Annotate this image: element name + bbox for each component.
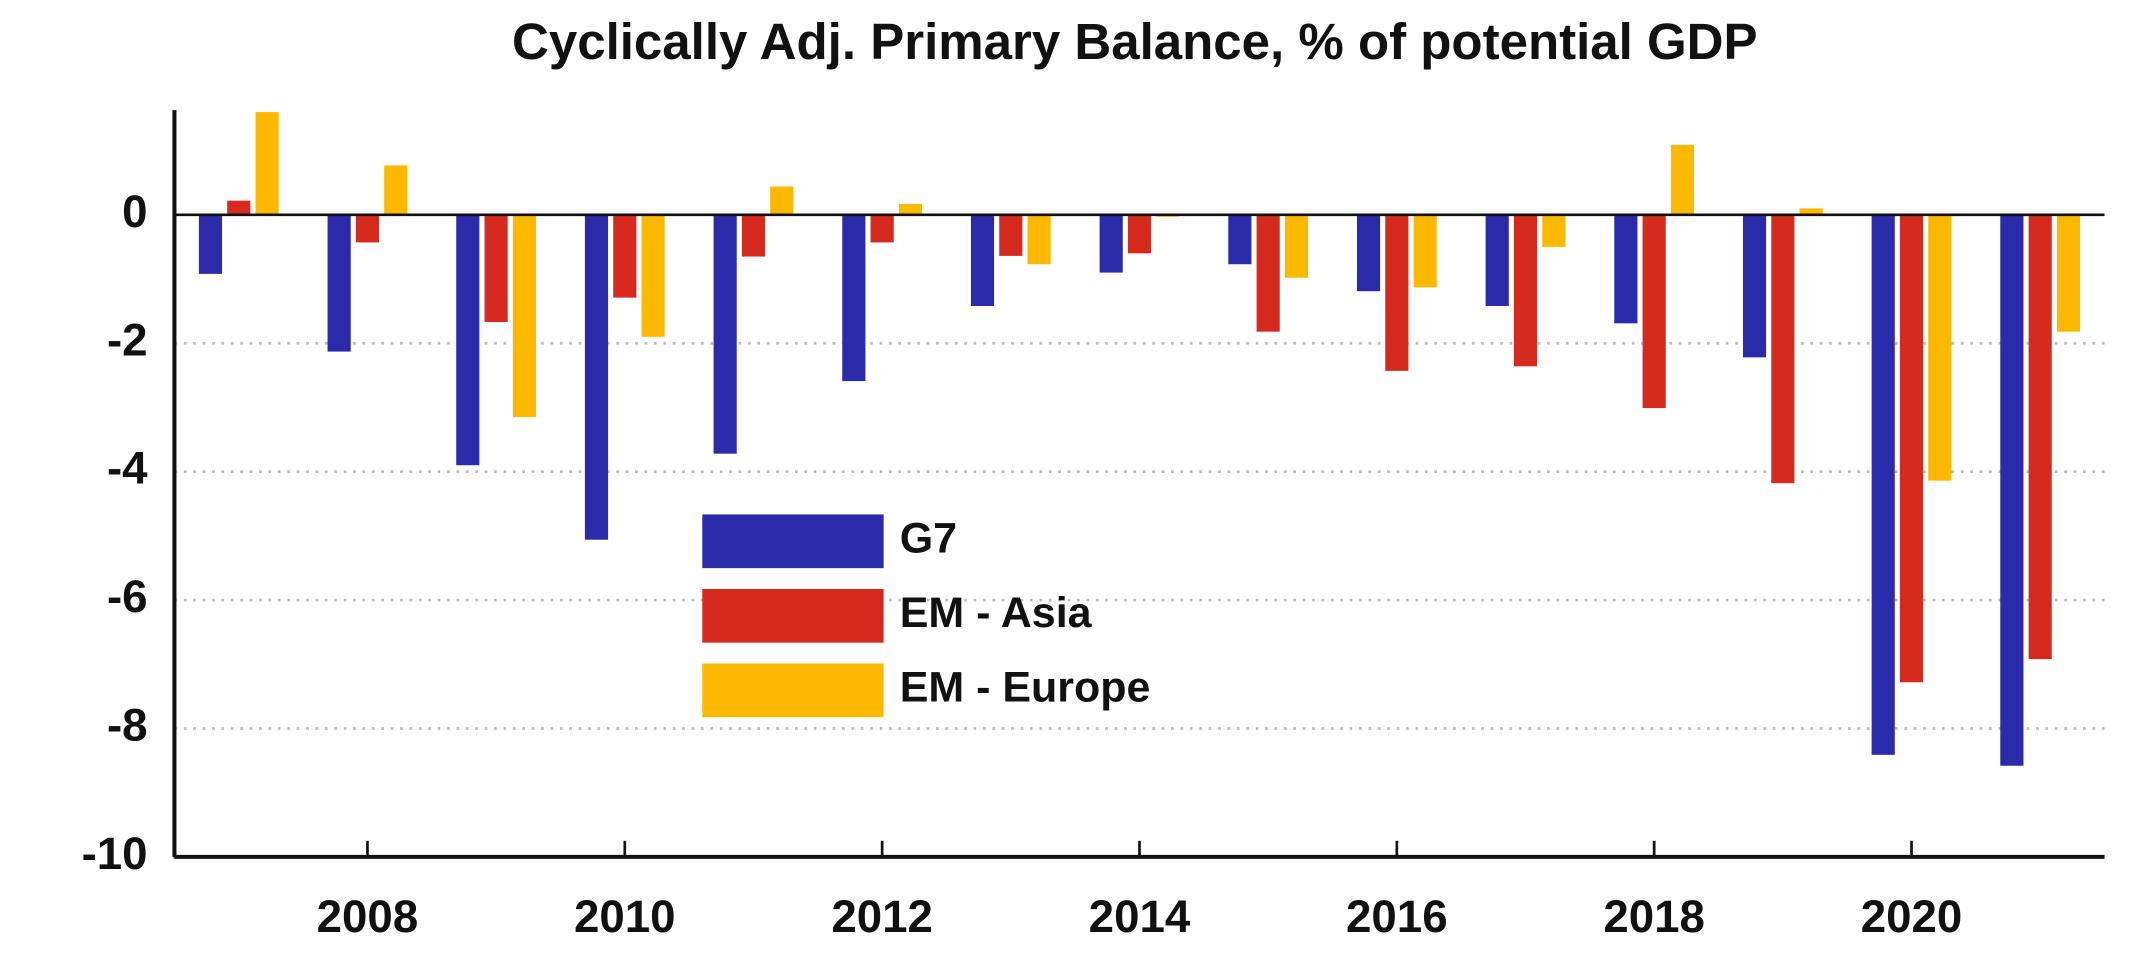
- bar: [1742, 214, 1767, 358]
- bar: [1027, 214, 1051, 265]
- bar: [1771, 214, 1795, 484]
- bar: [1614, 214, 1638, 324]
- bar: [842, 214, 866, 382]
- legend-swatch: [702, 663, 884, 718]
- bar: [1513, 214, 1538, 367]
- bar: [584, 214, 609, 540]
- bar: [1256, 214, 1280, 332]
- x-tick-label: 2010: [574, 891, 676, 942]
- bar: [1899, 214, 1924, 683]
- x-tick-label: 2012: [831, 891, 933, 942]
- chart-title: Cyclically Adj. Primary Balance, % of po…: [512, 13, 1758, 70]
- y-tick-label: -4: [107, 443, 148, 494]
- legend-label: EM - Europe: [900, 664, 1151, 712]
- x-tick-label: 2018: [1603, 891, 1705, 942]
- x-tick-label: 2016: [1346, 891, 1448, 942]
- bar: [713, 214, 737, 454]
- bar: [484, 214, 508, 323]
- y-tick-label: -2: [107, 314, 148, 365]
- legend-swatch: [702, 588, 884, 643]
- y-tick-label: 0: [122, 186, 147, 237]
- bar: [198, 214, 223, 274]
- bar: [327, 214, 351, 352]
- bar: [512, 214, 537, 418]
- bar: [2056, 214, 2081, 332]
- y-tick-label: -10: [82, 828, 148, 879]
- bar: [227, 200, 251, 215]
- legend: G7 EM - Asia EM - Europe: [702, 514, 1151, 718]
- axes: 0 -2 -4 -6 -8 -10 2008 2010 2012 2014 2016 2018 2020: [82, 110, 2105, 942]
- bar: [1413, 214, 1437, 288]
- bar: [970, 214, 995, 306]
- bars: [198, 112, 2081, 766]
- x-tick-label: 2008: [317, 891, 419, 942]
- bar: [1385, 214, 1409, 371]
- y-tick-label: -8: [107, 700, 148, 751]
- bar: [255, 112, 279, 215]
- bar: [741, 214, 766, 257]
- bar: [1127, 214, 1152, 254]
- legend-swatch: [702, 514, 884, 569]
- bar: [1356, 214, 1381, 292]
- bar: [1799, 208, 1823, 215]
- bar: [2000, 214, 2024, 766]
- bar: [898, 203, 923, 215]
- bar: [1670, 144, 1695, 215]
- bar: [456, 214, 480, 466]
- x-tick-label: 2020: [1861, 891, 1963, 942]
- bar: [613, 214, 637, 298]
- bar: [770, 186, 794, 215]
- bar: [870, 214, 894, 243]
- bar: [641, 214, 665, 337]
- bar: [2028, 214, 2052, 660]
- bar: [1928, 214, 1952, 481]
- y-tick-label: -6: [107, 571, 148, 622]
- bar: [1542, 214, 1566, 247]
- bar: [1099, 214, 1123, 273]
- bar: [1284, 214, 1309, 278]
- legend-label: EM - Asia: [900, 589, 1093, 637]
- bar: [1228, 214, 1252, 265]
- bar: [384, 165, 408, 215]
- bar: [1871, 214, 1895, 755]
- bar: [999, 214, 1023, 256]
- legend-label: G7: [900, 515, 957, 563]
- bar: [1485, 214, 1509, 306]
- bar: [355, 214, 380, 243]
- x-tick-label: 2014: [1089, 891, 1191, 942]
- bar: [1642, 214, 1666, 409]
